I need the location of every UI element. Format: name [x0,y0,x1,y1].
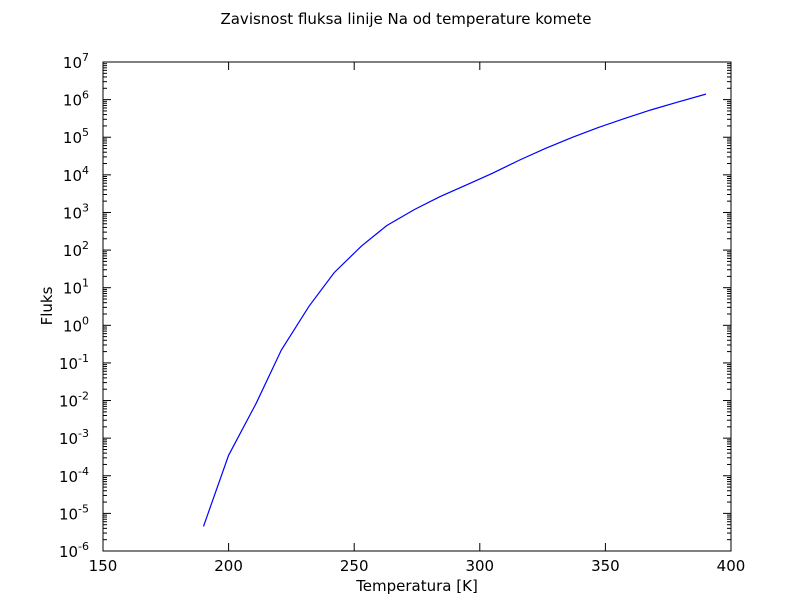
x-tick-label: 150 [89,557,118,575]
y-tick-label: 10-2 [59,390,89,411]
series-line-0 [202,93,707,527]
y-tick-label: 102 [63,239,89,260]
x-tick-label: 400 [717,557,746,575]
x-tick-label: 350 [591,557,620,575]
x-tick-label: 200 [214,557,243,575]
y-axis-label: Fluks [38,286,56,325]
x-axis-label: Temperatura [K] [355,577,478,595]
y-tick-label: 106 [63,89,89,110]
y-tick-label: 103 [63,201,89,222]
y-tick-label: 10-4 [59,465,89,486]
y-tick-label: 104 [63,164,89,185]
chart-title: Zavisnost fluksa linije Na od temperatur… [220,10,591,28]
y-tick-label: 100 [63,314,89,335]
x-tick-label: 300 [465,557,494,575]
y-tick-label: 10-3 [59,427,89,448]
y-tick-label: 10-6 [59,540,89,561]
y-tick-label: 10-5 [59,502,89,523]
y-tick-label: 10-1 [59,352,89,373]
x-tick-label: 250 [340,557,369,575]
y-tick-label: 101 [63,277,89,298]
y-tick-label: 105 [63,126,89,147]
plot-area-frame [102,61,732,552]
y-tick-label: 107 [63,51,89,72]
